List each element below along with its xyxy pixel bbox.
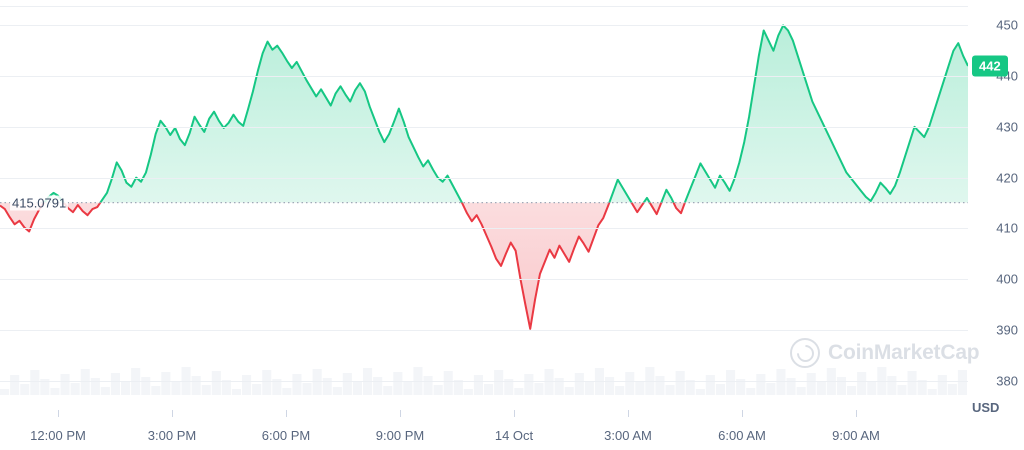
x-axis-tick	[856, 410, 857, 417]
current-price-badge: 442	[972, 55, 1008, 77]
gridline	[0, 126, 968, 128]
gridline	[0, 279, 968, 281]
coinmarketcap-watermark: CoinMarketCap	[790, 338, 980, 368]
y-axis-tick-label: 380	[996, 373, 1018, 389]
y-axis-tick-label: 410	[996, 220, 1018, 236]
x-axis-tick-label: 9:00 PM	[375, 428, 425, 443]
baseline-price-label: 415.0791	[10, 195, 69, 211]
x-axis-tick-label: 3:00 AM	[604, 428, 652, 443]
x-axis-tick-label: 12:00 PM	[30, 428, 86, 443]
plot-area: 415.0791	[0, 6, 968, 395]
currency-label: USD	[972, 400, 1000, 415]
gridline	[0, 380, 968, 382]
y-axis-tick-label: 400	[996, 271, 1018, 287]
x-axis-tick-label: 9:00 AM	[832, 428, 880, 443]
watermark-text: CoinMarketCap	[828, 341, 980, 364]
y-axis: 380 390 400 410 420 430 440 450 442	[968, 0, 1024, 406]
gridline	[0, 228, 968, 230]
x-axis-tick	[286, 410, 287, 417]
x-axis-tick	[742, 410, 743, 417]
x-axis-tick	[400, 410, 401, 417]
x-axis-tick-label: 6:00 PM	[261, 428, 311, 443]
y-axis-tick-label: 420	[996, 170, 1018, 186]
x-axis-tick	[628, 410, 629, 417]
gridline	[0, 6, 968, 7]
gridline	[0, 177, 968, 179]
x-axis-tick-label: 3:00 PM	[147, 428, 197, 443]
x-axis-tick-label: 6:00 AM	[718, 428, 766, 443]
gridline	[0, 25, 968, 27]
x-axis-tick	[514, 410, 515, 417]
y-axis-tick-label: 430	[996, 119, 1018, 135]
x-axis-tick-label: 14 Oct	[494, 428, 534, 443]
y-axis-tick-label: 390	[996, 322, 1018, 338]
coinmarketcap-logo-icon	[790, 338, 820, 368]
x-axis: 12:00 PM 3:00 PM 6:00 PM 9:00 PM 14 Oct 3:00 …	[0, 410, 968, 450]
gridline	[0, 76, 968, 78]
gridline	[0, 329, 968, 331]
x-axis-tick	[58, 410, 59, 417]
y-axis-tick-label: 450	[996, 17, 1018, 33]
x-axis-tick	[172, 410, 173, 417]
